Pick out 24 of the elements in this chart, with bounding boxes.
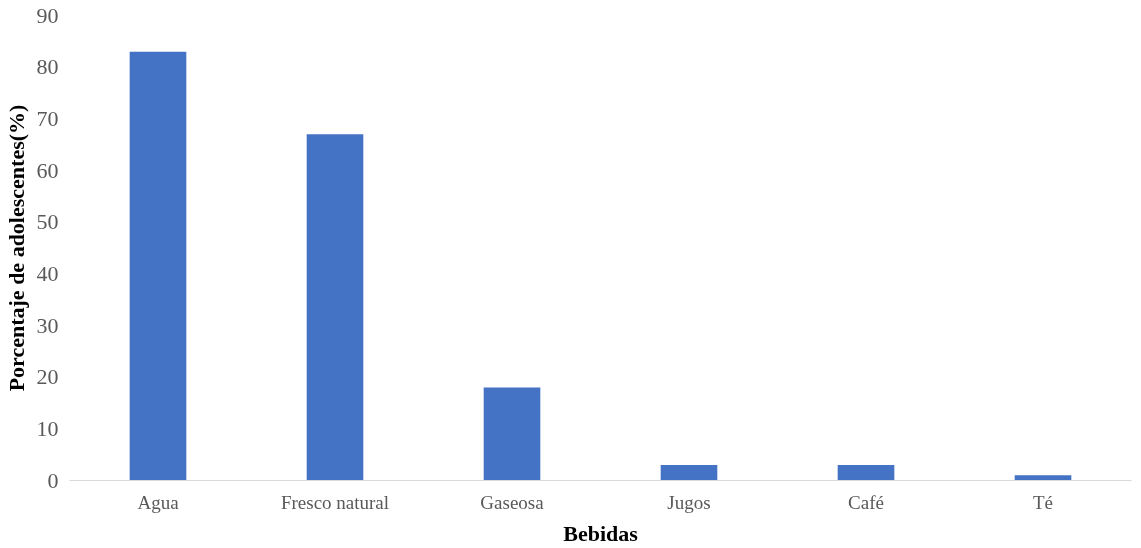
bar — [306, 134, 364, 481]
x-tick-label: Gaseosa — [480, 491, 545, 513]
bar — [660, 465, 718, 481]
y-axis-title: Porcentaje de adolescentes(%) — [3, 104, 29, 392]
y-tick-label: 20 — [36, 364, 59, 390]
y-tick-label: 70 — [36, 105, 59, 131]
x-tick-label: Té — [1032, 491, 1054, 513]
bar — [1014, 475, 1072, 481]
y-tick-label: 30 — [36, 312, 59, 338]
x-tick-label: Fresco natural — [280, 491, 390, 513]
x-axis-title: Bebidas — [563, 520, 639, 546]
x-tick-label: Café — [848, 491, 884, 513]
y-tick-label: 90 — [36, 2, 59, 28]
bar — [483, 387, 541, 481]
y-tick-label: 80 — [36, 54, 59, 80]
y-tick-label: 50 — [36, 209, 59, 235]
x-tick-label: Agua — [137, 491, 180, 513]
y-tick-label: 0 — [47, 467, 59, 493]
y-tick-label: 60 — [36, 157, 59, 183]
y-tick-label: 40 — [36, 260, 59, 286]
x-tick-label: Jugos — [667, 491, 711, 513]
bar — [129, 51, 187, 481]
bar — [837, 465, 895, 481]
y-tick-label: 10 — [36, 415, 59, 441]
